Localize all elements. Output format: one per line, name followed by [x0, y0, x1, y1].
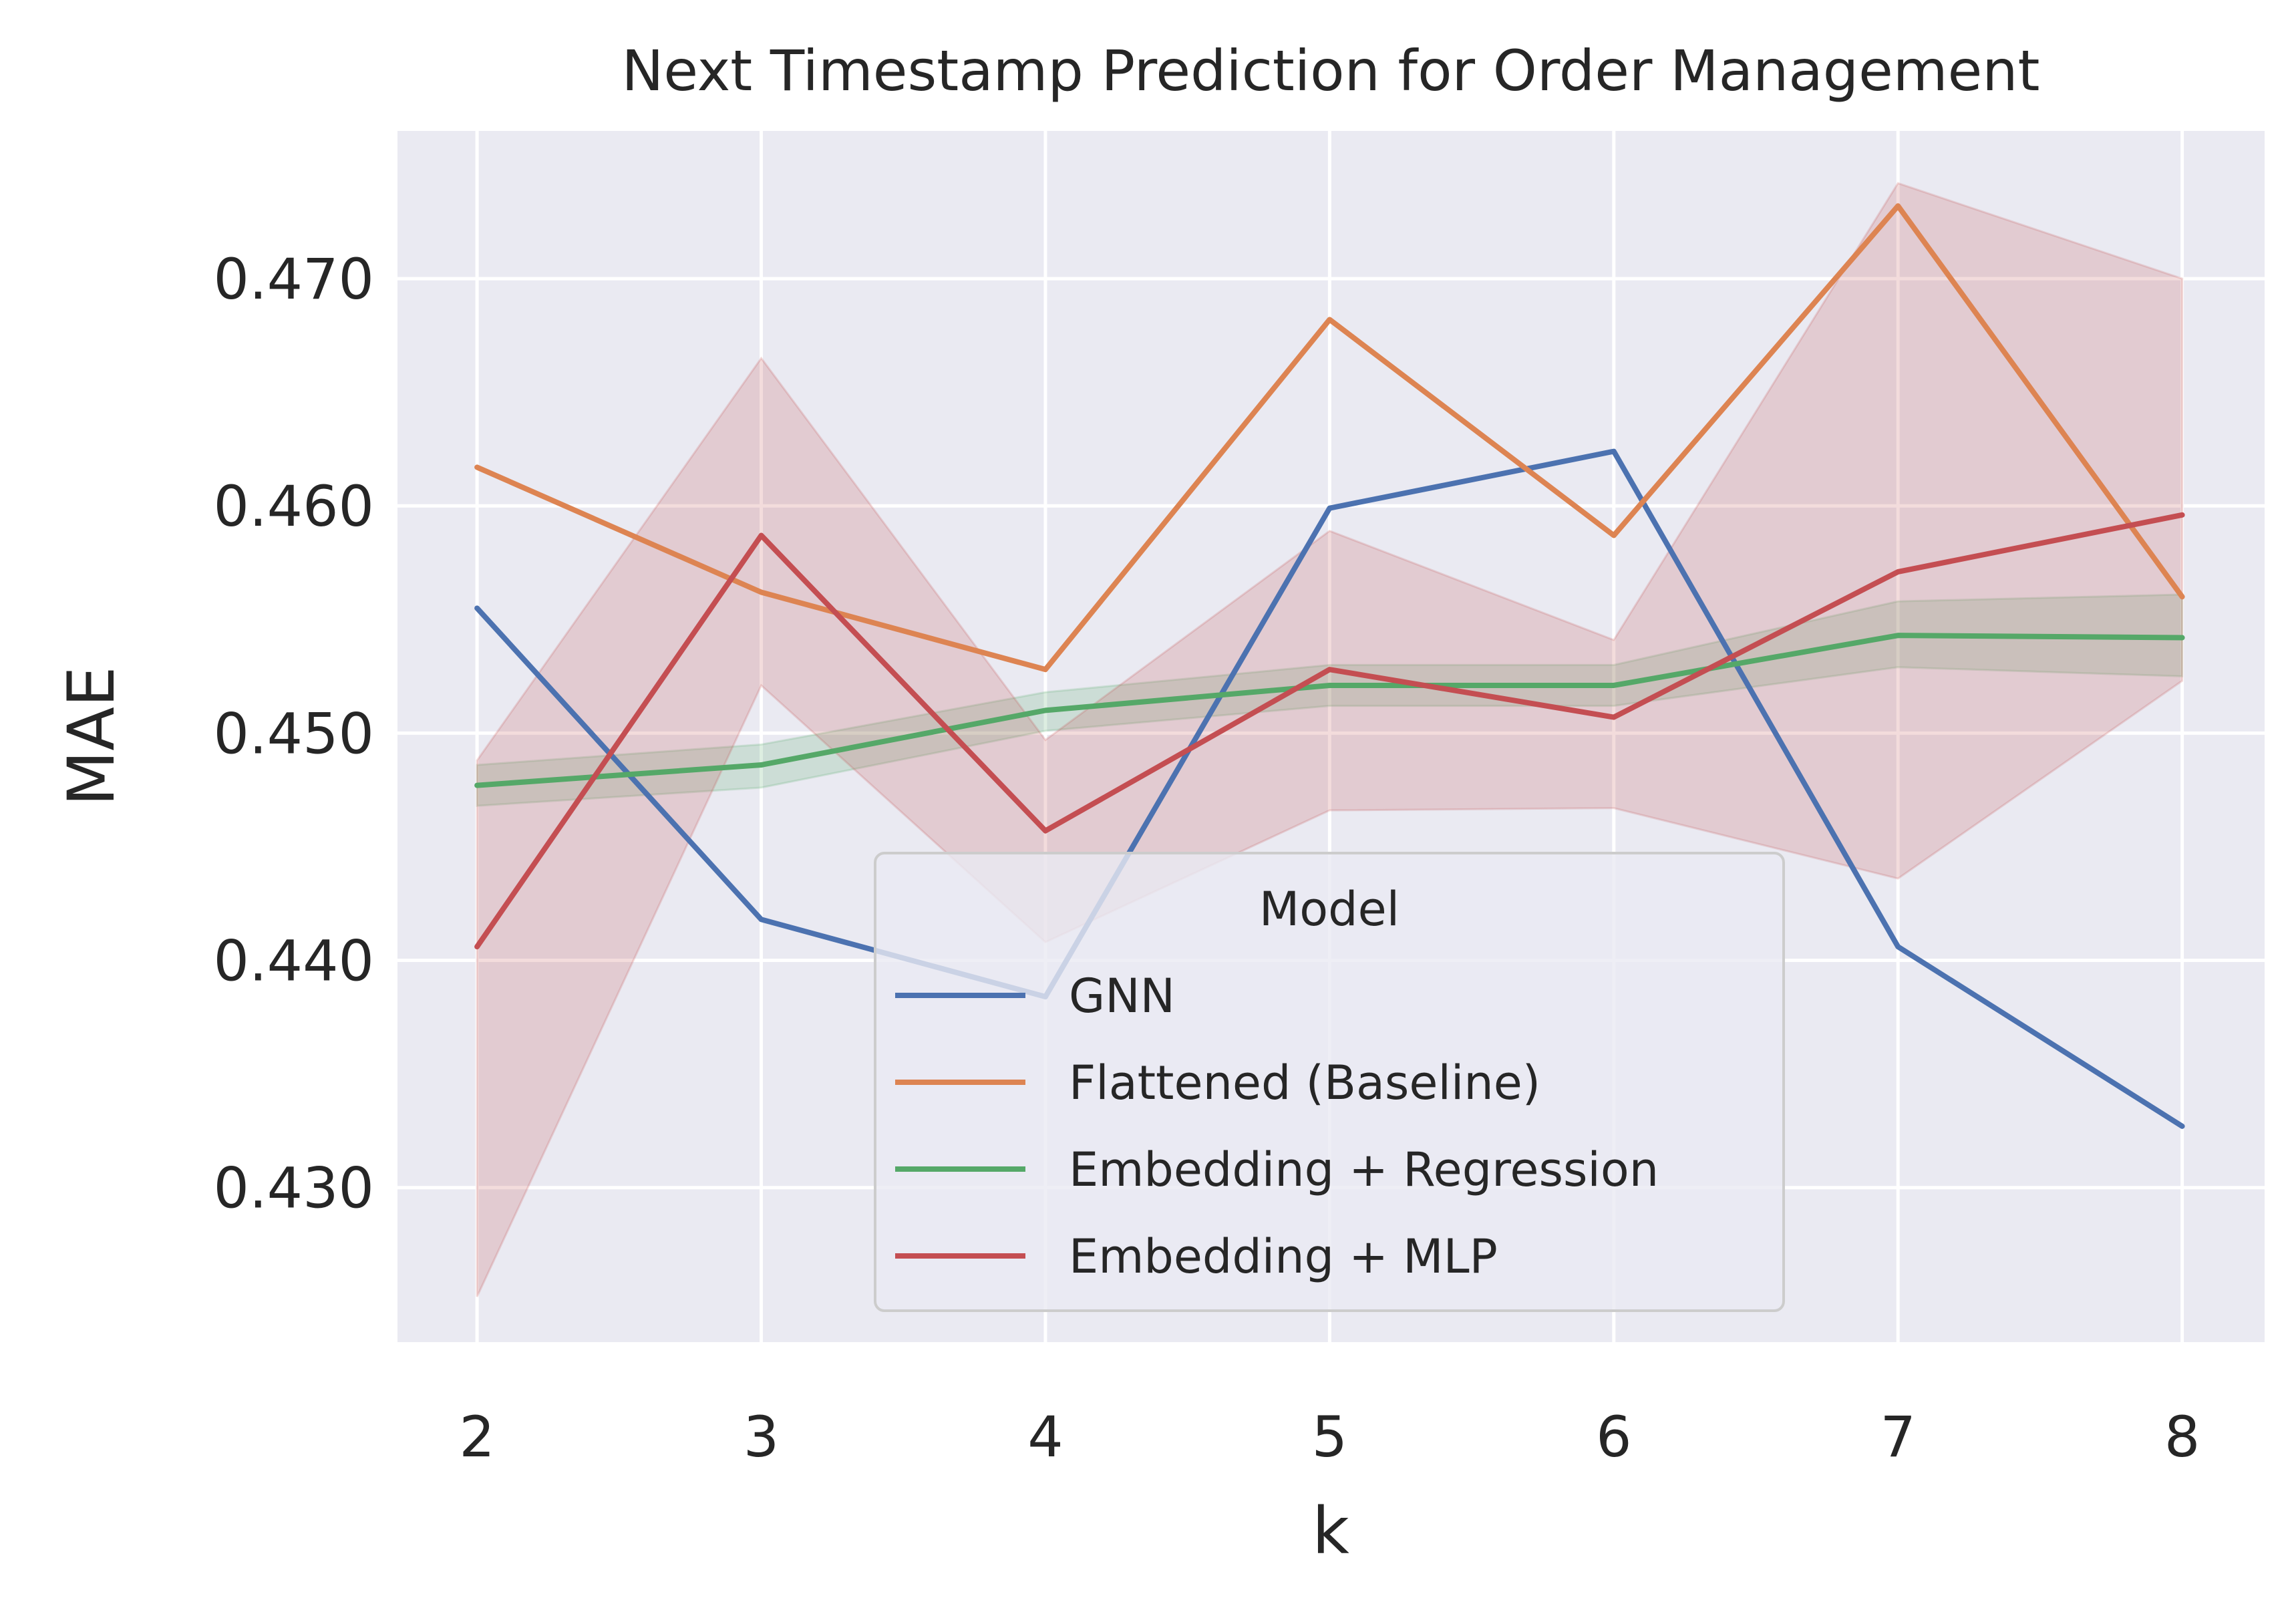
series-line-embedding-regression	[474, 633, 2185, 788]
series-line-gnn	[474, 448, 2185, 1129]
band-embedding-mlp	[476, 182, 2184, 1297]
y-tick-label-0.450: 0.450	[214, 701, 374, 766]
x-tick-labels: 2 3 4 5 6 7 8	[459, 1404, 2200, 1470]
x-axis-label: k	[1312, 1494, 1349, 1569]
y-tick-label-0.430: 0.430	[214, 1156, 374, 1221]
x-tick-label-2: 2	[459, 1404, 494, 1470]
legend-label-0: GNN	[1069, 969, 1175, 1023]
y-axis-label: MAE	[54, 666, 129, 806]
series-line-flattened-baseline-	[474, 203, 2185, 673]
legend-title: Model	[1259, 882, 1400, 937]
x-tick-label-3: 3	[744, 1404, 779, 1470]
x-tick-label-6: 6	[1596, 1404, 1631, 1470]
x-tick-label-8: 8	[2164, 1404, 2200, 1470]
x-tick-label-5: 5	[1312, 1404, 1347, 1470]
series-line-embedding-mlp	[474, 512, 2185, 950]
y-tick-label-0.460: 0.460	[214, 474, 374, 539]
legend-label-1: Flattened (Baseline)	[1069, 1056, 1540, 1110]
chart-title: Next Timestamp Prediction for Order Mana…	[622, 38, 2040, 104]
series-lines	[474, 203, 2185, 1129]
legend-label-2: Embedding + Regression	[1069, 1142, 1659, 1197]
legend-label-3: Embedding + MLP	[1069, 1229, 1498, 1284]
y-tick-label-0.440: 0.440	[214, 929, 374, 994]
y-tick-labels: 0.430 0.440 0.450 0.460 0.470	[214, 247, 374, 1221]
y-tick-label-0.470: 0.470	[214, 247, 374, 312]
legend: Model GNN Flattened (Baseline) Embedding +…	[874, 852, 1785, 1312]
legend-box	[874, 852, 1785, 1312]
x-tick-label-7: 7	[1880, 1404, 1915, 1470]
x-tick-label-4: 4	[1027, 1404, 1063, 1470]
